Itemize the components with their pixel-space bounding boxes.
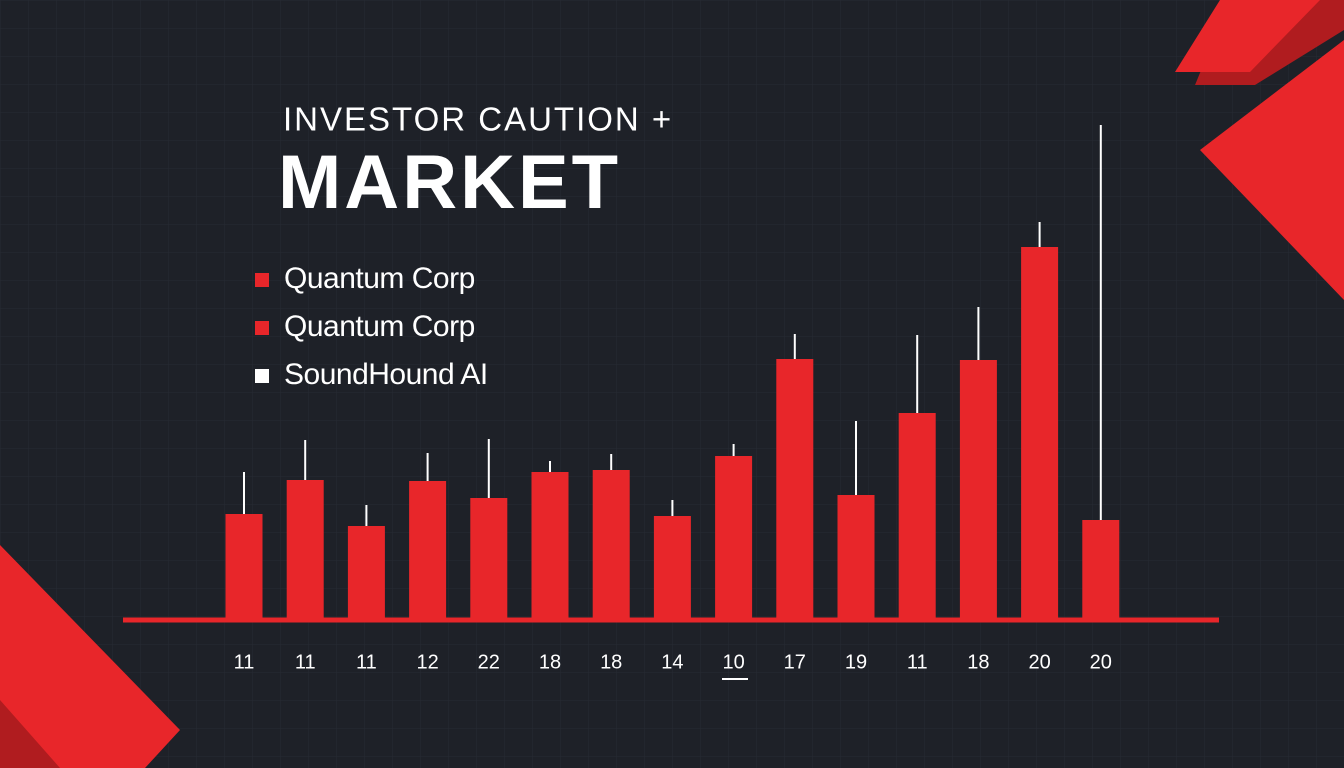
bar — [1021, 247, 1059, 620]
x-tick-label: 11 — [295, 651, 316, 673]
chart-subtitle: MARKET — [278, 140, 621, 225]
chart-title: INVESTOR CAUTION + — [283, 101, 673, 138]
x-tick-label: 10 — [722, 651, 744, 673]
bar — [531, 472, 569, 620]
bar — [776, 359, 814, 620]
corner-shape — [1200, 40, 1344, 300]
legend-swatch — [255, 369, 269, 383]
bar — [470, 498, 508, 620]
bar — [898, 413, 936, 620]
legend-swatch — [255, 321, 269, 335]
corner-shape — [0, 545, 180, 768]
corner-shape — [1175, 0, 1320, 72]
x-tick-label: 17 — [784, 651, 806, 673]
corner-shape — [0, 700, 60, 768]
legend-label: Quantum Corp — [284, 262, 475, 295]
bar — [347, 526, 385, 620]
legend-swatch — [255, 273, 269, 287]
x-tick-label: 22 — [478, 651, 500, 673]
x-tick-label: 18 — [539, 651, 561, 673]
bar — [1082, 520, 1120, 620]
bar — [653, 516, 691, 620]
x-tick-label: 14 — [661, 651, 683, 673]
x-tick-label: 19 — [845, 651, 867, 673]
bar — [286, 480, 324, 620]
x-tick-label: 18 — [600, 651, 622, 673]
x-tick-label: 20 — [1028, 651, 1050, 673]
x-tick-label: 18 — [967, 651, 989, 673]
bar — [225, 514, 263, 620]
x-tick-label: 12 — [416, 651, 438, 673]
bar — [837, 495, 875, 620]
x-tick-label: 20 — [1090, 651, 1112, 673]
legend-label: Quantum Corp — [284, 310, 475, 343]
bar — [959, 360, 997, 620]
x-tick-label: 11 — [356, 651, 377, 673]
x-tick-label: 11 — [234, 651, 255, 673]
legend-label: SoundHound AI — [284, 358, 488, 391]
bar — [409, 481, 447, 620]
bar — [715, 456, 753, 620]
bar — [592, 470, 630, 620]
x-tick-label: 11 — [907, 651, 928, 673]
